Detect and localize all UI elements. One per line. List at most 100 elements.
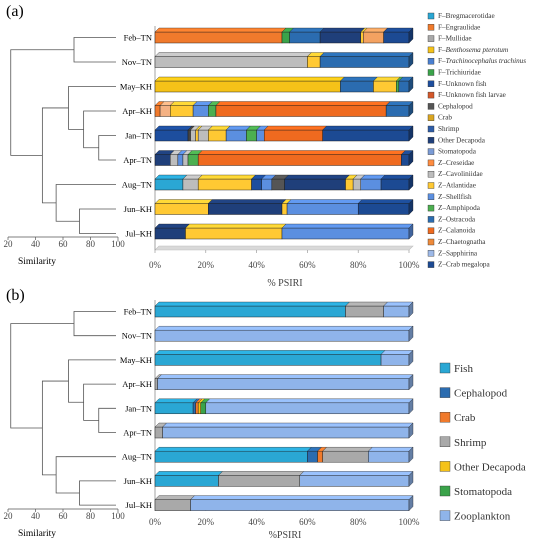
x-tick-label: 0%: [149, 517, 162, 527]
dendrogram: 20 40 60 80 100 Similarity: [4, 311, 125, 539]
bar-segment-top: [357, 199, 414, 204]
bar-segment-top: [169, 101, 198, 106]
dendrogram-branch: [10, 323, 74, 429]
legend-item: Stomatopoda: [439, 485, 512, 498]
bar-segment: [205, 402, 410, 415]
category-label: Apr–KH: [122, 379, 152, 389]
dendrogram-tick-label: 80: [86, 239, 96, 249]
bar-segment: [154, 354, 382, 366]
bar-segment: [246, 129, 257, 142]
legend-label: Fish: [454, 363, 473, 375]
bar-segment: [162, 426, 410, 439]
bar-segment: [154, 305, 346, 318]
bar: [154, 374, 414, 391]
bar: [154, 495, 414, 512]
legend-item: Fish: [439, 362, 473, 375]
bar-segment: [154, 105, 161, 117]
category-label: Aug–TN: [122, 180, 152, 190]
bar-end-face: [408, 446, 414, 463]
legend-swatch: [439, 412, 451, 423]
bar-segment-top: [154, 471, 223, 476]
dendrogram-branch: [79, 480, 116, 506]
bar: [154, 150, 414, 166]
legend-swatch: [427, 24, 435, 31]
x-tick-label: 20%: [198, 517, 215, 527]
bar-segment: [373, 80, 397, 93]
legend-label: Shrimp: [454, 437, 487, 449]
x-axis-label: % PSIRI: [267, 278, 302, 289]
bar-segment: [380, 178, 410, 191]
bar-segment: [157, 378, 410, 390]
legend-label: F–Bregmacerotidae: [438, 12, 495, 20]
legend: F–Bregmacerotidae F–Engraulidae F–Mullidae…: [427, 12, 526, 269]
legend-label: Z–Ostracoda: [438, 215, 476, 223]
legend-label: F–Trichiuridae: [438, 69, 481, 77]
legend-item: Z–Cavoliniidae: [427, 170, 483, 178]
legend-swatch: [439, 362, 451, 374]
bar-segment: [197, 402, 201, 415]
bar: [154, 174, 414, 191]
bar-segment-top: [205, 398, 414, 403]
bar-segment: [197, 129, 209, 142]
bar-segment: [286, 203, 359, 215]
legend-swatch: [427, 46, 435, 54]
category-label: Feb–TN: [124, 33, 152, 43]
x-tick-label: 60%: [299, 260, 316, 270]
legend-item: Z–Chaetognatha: [427, 238, 486, 246]
bar-segment: [154, 499, 191, 511]
dendrogram-branch: [73, 311, 116, 337]
bar: [154, 199, 414, 215]
bar-segment: [154, 129, 189, 142]
bar-segment-top: [225, 125, 251, 131]
bar-end-face: [408, 495, 414, 512]
bar-segment: [154, 402, 194, 415]
bar-segment: [190, 499, 410, 511]
category-label: Jan–TN: [125, 403, 152, 413]
bar-segment: [208, 129, 227, 142]
bar-segment: [363, 31, 384, 44]
dendrogram-branch: [55, 184, 116, 222]
bar-segment: [154, 56, 308, 68]
bar-segment: [208, 105, 217, 117]
bar-segment: [271, 178, 285, 191]
legend-label: Z–Shellfish: [438, 193, 472, 201]
bar-segment: [281, 203, 288, 215]
bar-segment: [345, 305, 384, 318]
bar-segment-top: [380, 350, 414, 355]
bar-segment-top: [380, 174, 414, 180]
legend-label: F–Trachinocephalus trachinus: [438, 57, 526, 65]
legend-item: F–Benthosema pterotum: [427, 46, 508, 54]
legend-label: Stomatopoda: [454, 486, 512, 498]
bar: [154, 52, 414, 68]
bar-segment-top: [286, 199, 363, 204]
bar-segment: [200, 402, 207, 415]
bar-segment: [170, 154, 179, 166]
bar-segment-top: [215, 101, 391, 106]
bar-segment: [284, 178, 346, 191]
bar-segment-top: [157, 374, 414, 379]
bar-segment: [383, 31, 410, 44]
dendrogram-branch: [10, 49, 74, 156]
bar-segment: [340, 80, 374, 93]
category-label: Jun–KH: [124, 204, 152, 214]
category-label: Jan–TN: [125, 131, 152, 141]
legend-item: Z–Ostracoda: [427, 215, 476, 223]
bar-segment: [192, 402, 196, 415]
bar-segment-top: [322, 447, 373, 452]
bar: [154, 446, 414, 463]
legend-swatch: [427, 204, 435, 212]
bar-segment: [380, 354, 410, 366]
bar-end-face: [408, 150, 414, 166]
bar-end-face: [408, 398, 414, 415]
x-tick-label: 60%: [299, 517, 316, 527]
bar-segment-top: [197, 174, 256, 180]
legend-label: Z–Atlantidae: [438, 182, 476, 190]
legend-item: Z–Amphipoda: [427, 204, 481, 212]
dendrogram-branch: [68, 359, 116, 403]
bar-segment-top: [360, 174, 386, 180]
legend-item: Other Decapoda: [439, 461, 526, 473]
legend-label: Z–Chaetognatha: [438, 238, 486, 246]
dendrogram-branch: [68, 86, 116, 130]
bar-segment: [345, 178, 354, 191]
legend-label: Z–Creseidae: [438, 159, 474, 167]
